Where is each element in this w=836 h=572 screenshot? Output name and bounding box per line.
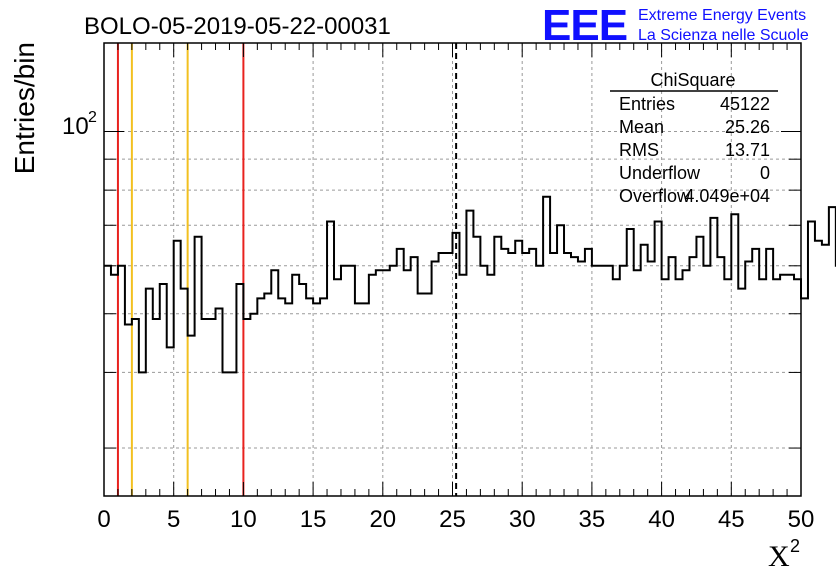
x-tick-label: 10 xyxy=(230,506,257,533)
x-tick-label: 30 xyxy=(509,506,536,533)
x-axis-title: X 2 xyxy=(768,536,800,572)
eee-logo-text: EEE xyxy=(542,1,627,50)
y-axis-title: Entries/bin xyxy=(9,42,40,174)
plot-frame xyxy=(103,42,802,497)
stats-row-value: 45122 xyxy=(720,94,770,114)
x-axis-title-sup: 2 xyxy=(790,536,800,556)
stats-row-label: Mean xyxy=(619,117,664,137)
grid xyxy=(104,43,801,496)
stats-row-value: 25.26 xyxy=(725,117,770,137)
stats-row-label: Entries xyxy=(619,94,675,114)
stats-row-label: RMS xyxy=(619,140,659,160)
stats-title: ChiSquare xyxy=(650,70,735,90)
run-title: BOLO-05-2019-05-22-00031 xyxy=(84,13,391,40)
x-tick-label: 25 xyxy=(439,506,466,533)
stats-row-label: Overflow xyxy=(619,186,691,206)
eee-logo: EEE Extreme Energy Events La Scienza nel… xyxy=(542,1,809,50)
stats-rows: Entries 45122 Mean 25.26 RMS 13.71 Underflow 0 O… xyxy=(619,94,770,206)
brand-line-1: Extreme Energy Events xyxy=(638,7,806,24)
stats-row-value: 0 xyxy=(760,163,770,183)
stats-row-value: 4.049e+04 xyxy=(684,186,770,206)
x-tick-label: 35 xyxy=(579,506,606,533)
y-tick-exp: 2 xyxy=(88,109,97,126)
y-tick-base: 10 xyxy=(62,113,89,140)
stats-box: ChiSquare Entries 45122 Mean 25.26 RMS 13.71 U… xyxy=(610,70,778,206)
x-tick-label: 50 xyxy=(788,506,815,533)
x-tick-label: 15 xyxy=(300,506,327,533)
x-tick-label: 0 xyxy=(97,506,110,533)
x-tick-label: 40 xyxy=(648,506,675,533)
x-tick-label: 5 xyxy=(167,506,180,533)
marker-lines xyxy=(116,43,458,496)
stats-row-label: Underflow xyxy=(619,163,701,183)
x-tick-label: 45 xyxy=(718,506,745,533)
stats-row-value: 13.71 xyxy=(725,140,770,160)
histogram-line xyxy=(104,195,836,374)
y-tick-label: 10 2 xyxy=(62,109,97,140)
brand-line-2: La Scienza nelle Scuole xyxy=(638,27,809,44)
x-axis-title-base: X xyxy=(768,540,790,572)
x-tick-label: 20 xyxy=(369,506,396,533)
x-tick-labels: 0 5 10 15 20 25 30 35 40 45 50 xyxy=(97,506,814,533)
